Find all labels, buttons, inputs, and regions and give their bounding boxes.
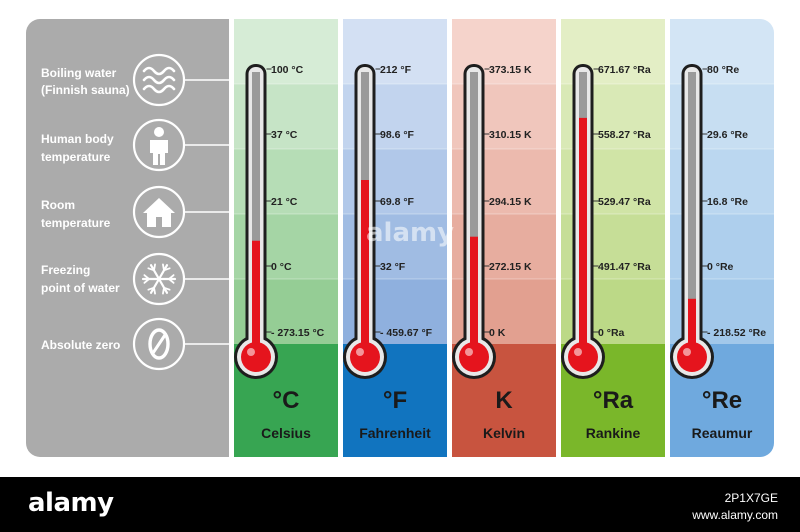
- mercury-bulb: [241, 342, 271, 372]
- scale-value: - 218.52 °Re: [707, 327, 766, 339]
- house-icon: [132, 185, 186, 239]
- scale-value: 16.8 °Re: [707, 196, 748, 208]
- scale-symbol: °C: [273, 387, 300, 414]
- scale-value: 32 °F: [380, 261, 406, 273]
- mercury-column: [361, 180, 369, 357]
- scale-value: 558.27 °Ra: [598, 129, 651, 141]
- person-icon: [132, 118, 186, 172]
- reference-label: temperature: [41, 150, 111, 164]
- thermometer-bore: [688, 72, 696, 348]
- column-gutter: [338, 19, 343, 457]
- reference-row: Human body temperature: [41, 118, 229, 172]
- scale-name: Rankine: [586, 425, 641, 441]
- column-gutter: [229, 19, 234, 457]
- scale-value: - 273.15 °C: [271, 327, 325, 339]
- snowflake-icon: [132, 252, 186, 306]
- thermometer-rankine: [561, 64, 605, 379]
- bulb-highlight: [465, 348, 473, 356]
- reference-label: temperature: [41, 216, 111, 230]
- scale-value: 529.47 °Ra: [598, 196, 651, 208]
- reference-label: Human body: [41, 132, 114, 146]
- scale-value: 0 °Re: [707, 261, 734, 273]
- reference-row: Absolute zero: [41, 317, 229, 371]
- footer-logo: alamy: [28, 488, 114, 518]
- mercury-bulb: [350, 342, 380, 372]
- thermometer-bore: [470, 72, 478, 348]
- scale-value: 272.15 K: [489, 261, 532, 273]
- reference-label: point of water: [41, 281, 120, 295]
- reference-row: Room temperature: [41, 185, 229, 239]
- reference-label: Absolute zero: [41, 338, 120, 352]
- bulb-highlight: [574, 348, 582, 356]
- column-gutter: [665, 19, 670, 457]
- thermometer-fahrenheit: [343, 64, 387, 379]
- footer-image-id: 2P1X7GE: [724, 491, 778, 505]
- scale-value: 491.47 °Ra: [598, 261, 651, 273]
- reference-panel: Boiling water (Finnish sauna) Human body te…: [26, 19, 229, 457]
- scale-labels: 100 °C 37 °C 21 °C 0 °C - 273.15 °C °C Celsius…: [261, 64, 766, 441]
- scale-value: 80 °Re: [707, 64, 739, 76]
- mercury-column: [579, 117, 587, 358]
- mercury-bulb: [568, 342, 598, 372]
- scale-name: Celsius: [261, 425, 311, 441]
- mercury-column: [470, 236, 478, 357]
- scale-value: 0 K: [489, 327, 506, 339]
- scale-name: Reaumur: [692, 425, 753, 441]
- thermometer-reaumur: [670, 64, 714, 379]
- mercury-bulb: [459, 342, 489, 372]
- scale-symbol: °Ra: [593, 387, 634, 414]
- scale-value: 29.6 °Re: [707, 129, 748, 141]
- scale-value: 0 °Ra: [598, 327, 625, 339]
- scale-value: 98.6 °F: [380, 129, 415, 141]
- scale-value: - 459.67 °F: [380, 327, 433, 339]
- scale-value: 37 °C: [271, 129, 298, 141]
- mercury-bulb: [677, 342, 707, 372]
- scale-value: 0 °C: [271, 261, 292, 273]
- scale-value: 212 °F: [380, 64, 412, 76]
- reference-label: Boiling water: [41, 66, 117, 80]
- mercury-column: [688, 298, 696, 357]
- reference-label: Freezing: [41, 263, 90, 277]
- scale-value: 21 °C: [271, 196, 298, 208]
- scale-value: 100 °C: [271, 64, 304, 76]
- scale-value: 310.15 K: [489, 129, 532, 141]
- column-gutter: [556, 19, 561, 457]
- reference-row: Boiling water (Finnish sauna): [41, 53, 229, 107]
- scale-value: 671.67 °Ra: [598, 64, 651, 76]
- scale-name: Kelvin: [483, 425, 525, 441]
- thermometer-celsius: [234, 64, 278, 379]
- reference-row: Freezing point of water: [41, 252, 229, 306]
- thermometer-kelvin: [452, 64, 496, 379]
- scale-value: 69.8 °F: [380, 196, 415, 208]
- reference-label: (Finnish sauna): [41, 83, 130, 97]
- column-gutter: [447, 19, 452, 457]
- bulb-highlight: [247, 348, 255, 356]
- footer-bar: [0, 477, 800, 532]
- scale-symbol: °Re: [702, 387, 742, 414]
- reference-panel-bg: [26, 19, 229, 457]
- scale-value: 294.15 K: [489, 196, 532, 208]
- scale-symbol: °F: [383, 387, 407, 414]
- zero-icon: [132, 317, 186, 371]
- scale-value: 373.15 K: [489, 64, 532, 76]
- mercury-column: [252, 240, 260, 357]
- scale-symbol: K: [495, 387, 513, 414]
- scale-name: Fahrenheit: [359, 425, 431, 441]
- footer-url: www.alamy.com: [692, 508, 778, 522]
- thermometers: [234, 64, 714, 379]
- reference-label: Room: [41, 198, 75, 212]
- wave-icon: [132, 53, 186, 107]
- bulb-highlight: [683, 348, 691, 356]
- thermometer-bore: [252, 72, 260, 348]
- bulb-highlight: [356, 348, 364, 356]
